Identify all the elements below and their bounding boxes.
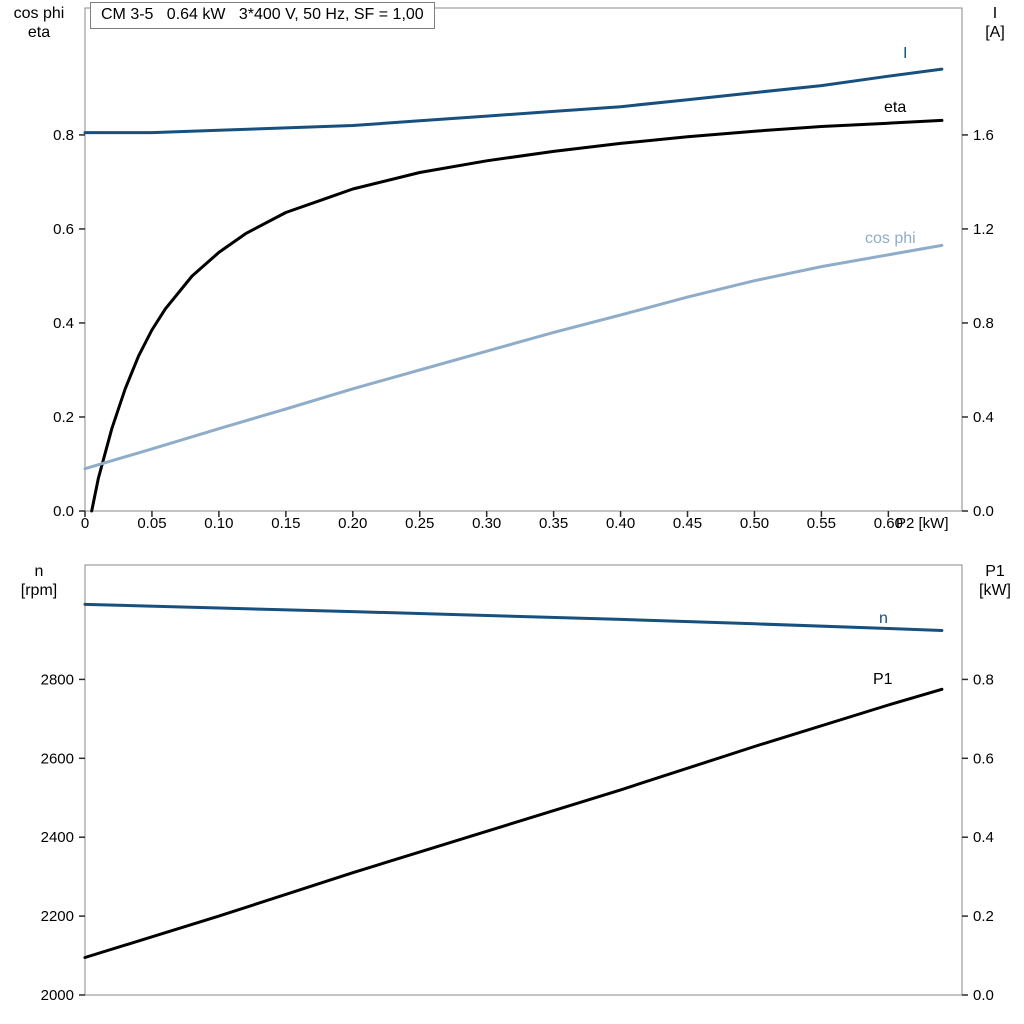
left-tick-label: 0.4: [53, 315, 74, 332]
x-tick-label: 0.50: [740, 515, 769, 532]
axis-label-eta: eta: [27, 24, 51, 41]
x-tick-label: 0.55: [807, 515, 836, 532]
right-tick-label: 0.4: [973, 409, 994, 426]
left-tick-label: 0.2: [53, 409, 74, 426]
right-tick-label: 1.2: [973, 221, 994, 238]
curve-label-n: n: [879, 610, 888, 627]
x-tick-label: 0.35: [539, 515, 568, 532]
right-tick-label: 0.2: [973, 908, 994, 925]
right-tick-label: 0.8: [973, 315, 994, 332]
left-tick-label: 2000: [41, 987, 74, 1004]
chart-title: CM 3-5 0.64 kW 3*400 V, 50 Hz, SF = 1,00: [90, 2, 435, 29]
axis-label-n: n: [34, 563, 44, 580]
axis-label-rpm-unit: [rpm]: [20, 582, 58, 599]
left-tick-label: 0.8: [53, 127, 74, 144]
curve-label-eta: eta: [884, 99, 906, 116]
axis-label-amps-unit: [A]: [985, 24, 1005, 41]
left-tick-label: 0.6: [53, 221, 74, 238]
left-tick-label: 0.0: [53, 503, 74, 520]
curve-P1: [83, 687, 944, 959]
x-tick-label: 0.60: [874, 515, 903, 532]
bottom-left-axis-label: n [rpm]: [0, 562, 78, 600]
axis-label-I: I: [992, 5, 998, 22]
curve-cos-phi: [83, 243, 944, 471]
left-tick-label: 2800: [41, 671, 74, 688]
x-tick-label: 0.40: [606, 515, 635, 532]
axis-label-cos-phi: cos phi: [13, 5, 65, 22]
curve-eta: [90, 118, 944, 513]
left-tick-label: 2400: [41, 829, 74, 846]
plot-frame: [84, 7, 963, 512]
x-tick-label: 0.45: [673, 515, 702, 532]
x-tick-label: 0.15: [271, 515, 300, 532]
right-tick-label: 0.0: [973, 503, 994, 520]
right-tick-label: 0.6: [973, 750, 994, 767]
x-tick-label: 0.30: [472, 515, 501, 532]
right-tick-label: 1.6: [973, 127, 994, 144]
x-tick-label: 0.05: [137, 515, 166, 532]
x-axis-label: P2 [kW]: [896, 515, 949, 532]
x-tick-label: 0: [81, 515, 89, 532]
right-tick-label: 0.4: [973, 829, 994, 846]
right-tick-label: 0.0: [973, 987, 994, 1004]
left-tick-label: 2200: [41, 908, 74, 925]
top-right-axis-label: I [A]: [966, 4, 1024, 42]
left-tick-label: 2600: [41, 750, 74, 767]
axis-label-P1: P1: [985, 563, 1005, 580]
curve-label-P1: P1: [873, 671, 893, 688]
x-tick-label: 0.10: [204, 515, 233, 532]
x-tick-label: 0.25: [405, 515, 434, 532]
top-left-axis-label: cos phi eta: [0, 4, 78, 42]
curve-n: [83, 602, 944, 632]
axis-label-kw-unit: [kW]: [979, 582, 1011, 599]
curve-I: [83, 67, 944, 135]
curve-label-cos-phi: cos phi: [865, 230, 916, 247]
plot-frame: [84, 564, 963, 996]
bottom-right-axis-label: P1 [kW]: [966, 562, 1024, 600]
right-tick-label: 0.8: [973, 671, 994, 688]
x-tick-label: 0.20: [338, 515, 367, 532]
curve-label-I: I: [903, 45, 907, 62]
